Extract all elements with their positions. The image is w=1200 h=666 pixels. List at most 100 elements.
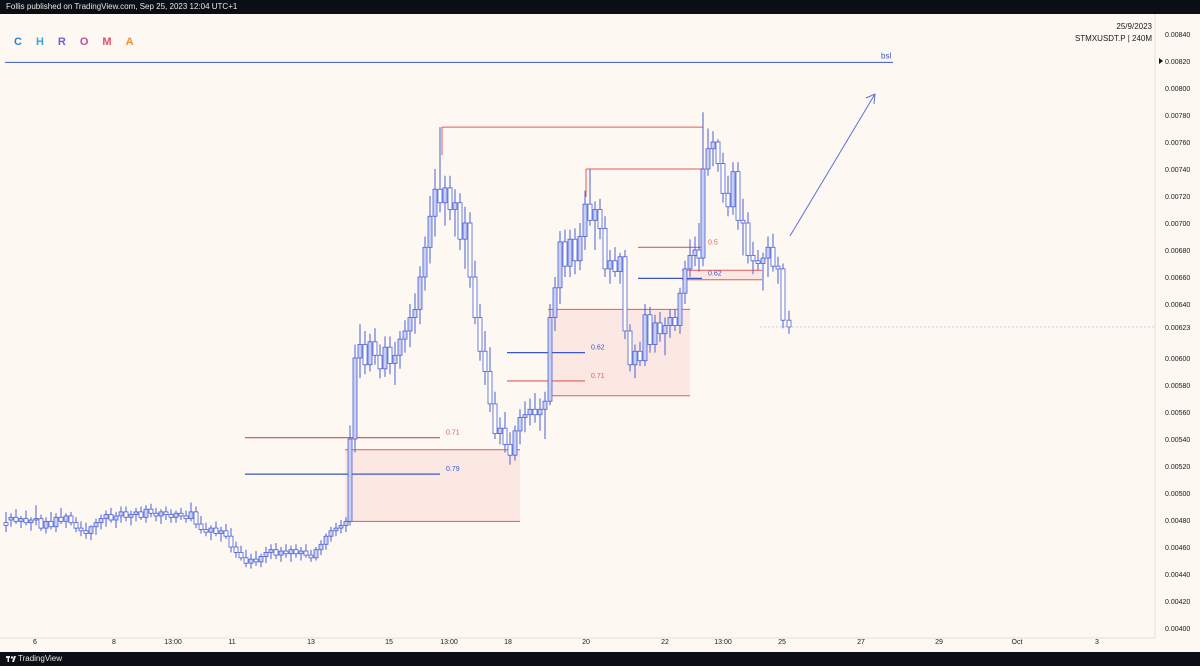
candle-body	[557, 241, 563, 289]
price-chart[interactable]: 0.00840 0.00820 0.00800 0.00780 0.00760 0.007…	[0, 14, 1200, 652]
candle-body	[253, 558, 259, 563]
imbalance-zone	[682, 270, 762, 280]
y-tick-label: 0.00720	[1165, 194, 1190, 201]
fib-level-label: 0.5	[708, 239, 718, 246]
candle-body	[128, 514, 134, 518]
published-text: Follis published on TradingView.com, Sep…	[6, 2, 238, 11]
candle-body	[343, 520, 349, 526]
candle-body	[657, 322, 663, 335]
candle-body	[632, 350, 638, 366]
candle-body	[507, 443, 513, 456]
candle-body	[233, 546, 239, 553]
x-tick-label: 15	[385, 639, 393, 646]
y-tick-label: 0.00520	[1165, 464, 1190, 471]
candle-body	[710, 141, 716, 150]
candle-body	[28, 519, 34, 524]
candle-body	[592, 209, 598, 221]
candle-body	[18, 518, 24, 522]
candle-body	[527, 408, 533, 416]
candle-body	[173, 512, 179, 518]
candle-body	[672, 317, 678, 327]
candle-body	[627, 330, 633, 366]
candle-body	[13, 516, 19, 522]
candle-body	[422, 246, 428, 278]
candle-body	[323, 535, 329, 545]
chart-date: 25/9/2023	[1116, 22, 1152, 31]
fib-level-label: 0.71	[446, 430, 460, 437]
candle-body	[442, 187, 448, 204]
candle-body	[532, 408, 538, 416]
y-tick-label: 0.00500	[1165, 491, 1190, 498]
candle-body	[567, 238, 573, 267]
candle-body	[487, 371, 493, 405]
candle-body	[357, 344, 363, 359]
footer-brand: TradingView	[18, 654, 63, 663]
candle-body	[637, 350, 643, 362]
candle-body	[243, 557, 249, 564]
candle-body	[213, 527, 219, 534]
candle-body	[8, 516, 14, 521]
candle-body	[303, 550, 309, 556]
candle-body	[547, 317, 553, 402]
candle-body	[48, 520, 54, 528]
y-tick-label: 0.00780	[1165, 113, 1190, 120]
chart-area[interactable]: CHROMA 25/9/2023 STMXUSDT.P | 240M 0.008…	[0, 14, 1200, 652]
candle-body	[88, 526, 94, 534]
brand-letter: C	[14, 36, 36, 48]
candle-body	[113, 515, 119, 521]
candle-body	[308, 554, 314, 559]
chart-symbol: STMXUSDT.P | 240M	[1074, 34, 1152, 43]
candle-body	[740, 219, 746, 224]
fib-level-label: 0.71	[591, 373, 605, 380]
candle-body	[158, 511, 164, 517]
tradingview-icon	[6, 656, 16, 662]
fib-level-label: 0.62	[591, 345, 605, 352]
candle-body	[3, 522, 9, 526]
candle-body	[53, 516, 59, 528]
candle-body	[607, 260, 613, 270]
candle-body	[502, 427, 508, 445]
candle-body	[745, 222, 751, 256]
y-tick-label: 0.00740	[1165, 167, 1190, 174]
candle-body	[432, 188, 438, 217]
candle-body	[318, 543, 324, 551]
candle-body	[577, 236, 583, 262]
y-tick-label: 0.00540	[1165, 437, 1190, 444]
brand-letter: A	[125, 36, 148, 48]
y-tick-label: 0.00660	[1165, 275, 1190, 282]
x-tick-label: 3	[1095, 639, 1099, 646]
candle-body	[537, 408, 543, 416]
candle-body	[93, 522, 99, 528]
candle-body	[397, 338, 403, 356]
candle-body	[700, 168, 706, 259]
candle-body	[705, 148, 711, 170]
candle-body	[417, 276, 423, 310]
candle-body	[492, 403, 498, 434]
candle-body	[472, 276, 478, 318]
candle-body	[118, 511, 124, 517]
candle-body	[73, 522, 79, 529]
candle-body	[183, 515, 189, 520]
candle-body	[552, 287, 558, 318]
y-tick-label: 0.00420	[1165, 599, 1190, 606]
x-tick-label: 13:00	[164, 639, 182, 646]
brand-letter: M	[102, 36, 126, 48]
candle-body	[765, 246, 771, 259]
candle-body	[288, 549, 294, 555]
y-tick-label: 0.00580	[1165, 383, 1190, 390]
candle-body	[98, 518, 104, 524]
candle-body	[218, 530, 224, 534]
candle-body	[387, 346, 393, 364]
candle-body	[273, 549, 279, 556]
candle-body	[522, 414, 528, 418]
candle-body	[163, 511, 169, 515]
y-tick-label: 0.00700	[1165, 221, 1190, 228]
candle-body	[198, 523, 204, 530]
candle-body	[178, 512, 184, 517]
candle-body	[263, 552, 269, 557]
candle-body	[382, 346, 388, 370]
candle-body	[133, 511, 139, 515]
candle-body	[517, 416, 523, 432]
candle-body	[667, 317, 673, 327]
y-tick-label: 0.00800	[1165, 86, 1190, 93]
